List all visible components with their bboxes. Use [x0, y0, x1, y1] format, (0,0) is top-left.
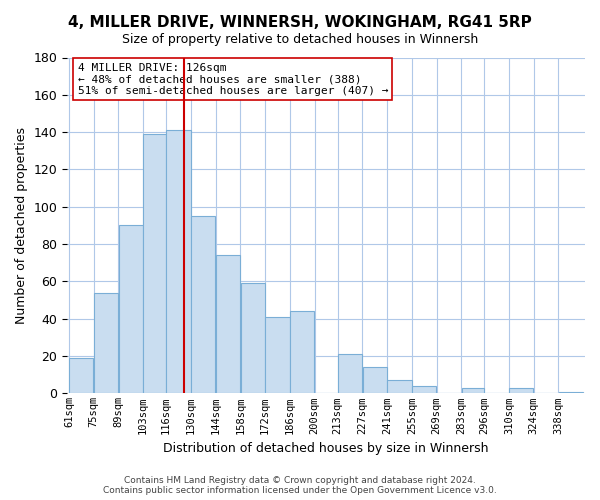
Bar	[94, 292, 118, 394]
Bar	[362, 368, 387, 394]
X-axis label: Distribution of detached houses by size in Winnersh: Distribution of detached houses by size …	[163, 442, 489, 455]
Y-axis label: Number of detached properties: Number of detached properties	[15, 127, 28, 324]
Bar	[119, 226, 143, 394]
Text: 4 MILLER DRIVE: 126sqm
← 48% of detached houses are smaller (388)
51% of semi-de: 4 MILLER DRIVE: 126sqm ← 48% of detached…	[77, 62, 388, 96]
Bar	[216, 256, 240, 394]
Bar	[509, 388, 533, 394]
Bar	[69, 358, 94, 394]
Text: 4, MILLER DRIVE, WINNERSH, WOKINGHAM, RG41 5RP: 4, MILLER DRIVE, WINNERSH, WOKINGHAM, RG…	[68, 15, 532, 30]
Bar	[461, 388, 484, 394]
Bar	[290, 312, 314, 394]
Bar	[191, 216, 215, 394]
Bar	[387, 380, 412, 394]
Bar	[559, 392, 583, 394]
Bar	[143, 134, 166, 394]
Text: Contains HM Land Registry data © Crown copyright and database right 2024.
Contai: Contains HM Land Registry data © Crown c…	[103, 476, 497, 495]
Bar	[338, 354, 362, 394]
Bar	[166, 130, 191, 394]
Bar	[241, 284, 265, 394]
Bar	[265, 317, 290, 394]
Text: Size of property relative to detached houses in Winnersh: Size of property relative to detached ho…	[122, 32, 478, 46]
Bar	[412, 386, 436, 394]
